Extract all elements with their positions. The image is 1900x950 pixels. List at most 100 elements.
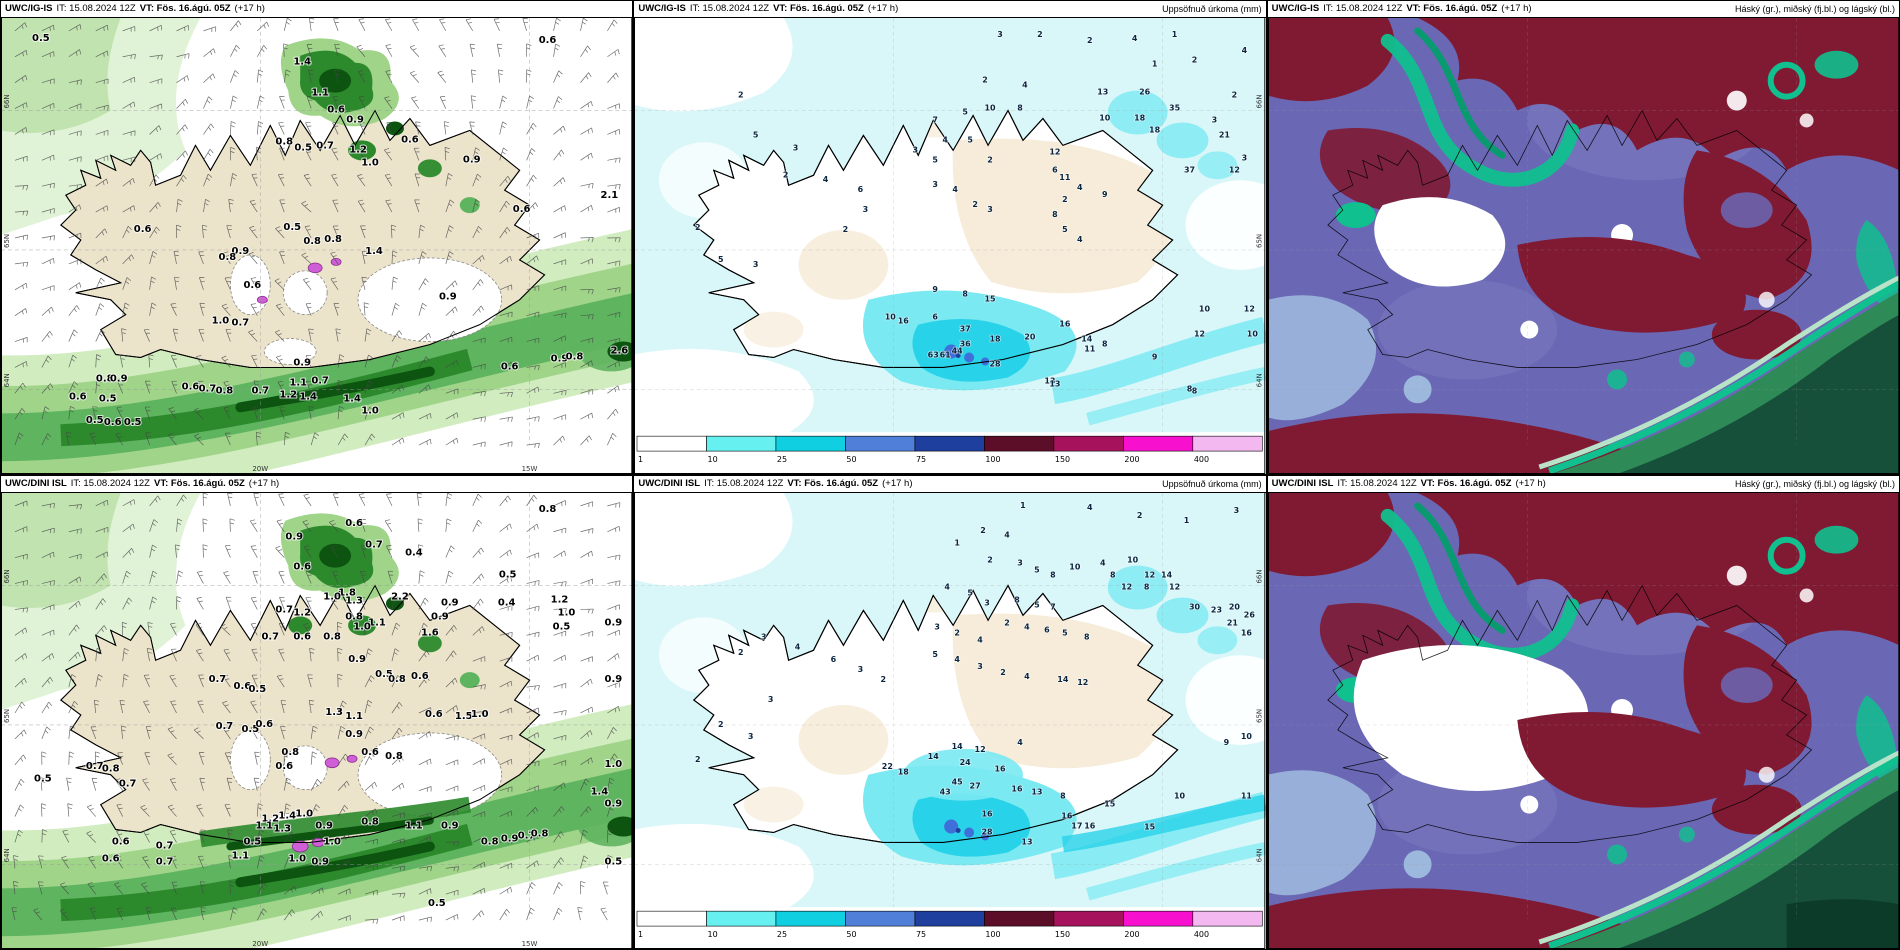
svg-text:0.9: 0.9 bbox=[439, 292, 457, 303]
svg-text:66N: 66N bbox=[1256, 569, 1264, 583]
svg-text:4: 4 bbox=[1018, 738, 1024, 747]
svg-text:20W: 20W bbox=[252, 940, 268, 948]
svg-text:13: 13 bbox=[1045, 376, 1056, 385]
svg-text:1.2: 1.2 bbox=[279, 389, 297, 400]
svg-text:0.7: 0.7 bbox=[311, 375, 329, 386]
svg-text:3: 3 bbox=[761, 632, 767, 641]
panel-title: UWC/DINI ISL IT: 15.08.2024 12Z VT: Fös.… bbox=[1272, 476, 1546, 492]
svg-text:6: 6 bbox=[858, 185, 864, 194]
svg-text:0.9: 0.9 bbox=[346, 114, 364, 125]
svg-text:7: 7 bbox=[1050, 602, 1056, 611]
svg-text:1.2: 1.2 bbox=[349, 144, 367, 155]
svg-text:4: 4 bbox=[953, 185, 959, 194]
svg-text:20: 20 bbox=[1229, 602, 1241, 611]
svg-text:0.7: 0.7 bbox=[156, 856, 174, 867]
panel-title: UWC/DINI ISL IT: 15.08.2024 12Z VT: Fös.… bbox=[638, 476, 912, 492]
svg-text:64N: 64N bbox=[3, 373, 11, 387]
svg-text:0.9: 0.9 bbox=[348, 654, 366, 665]
svg-text:36: 36 bbox=[960, 340, 972, 349]
svg-text:15: 15 bbox=[1144, 823, 1155, 832]
svg-text:8: 8 bbox=[1015, 595, 1021, 604]
svg-text:2: 2 bbox=[1087, 36, 1093, 45]
svg-text:6: 6 bbox=[1052, 165, 1058, 174]
svg-text:23: 23 bbox=[1211, 605, 1222, 614]
svg-text:1.4: 1.4 bbox=[293, 57, 311, 68]
svg-text:0.5: 0.5 bbox=[553, 621, 571, 632]
svg-text:0.6: 0.6 bbox=[327, 105, 345, 116]
svg-text:45: 45 bbox=[952, 778, 963, 787]
svg-text:0.7: 0.7 bbox=[86, 761, 104, 772]
svg-text:75: 75 bbox=[916, 930, 926, 939]
svg-text:0.9: 0.9 bbox=[441, 821, 459, 832]
svg-text:21: 21 bbox=[1227, 618, 1238, 627]
svg-text:4: 4 bbox=[955, 655, 961, 664]
svg-text:0.9: 0.9 bbox=[311, 856, 329, 867]
svg-text:2: 2 bbox=[1001, 668, 1007, 677]
svg-text:0.9: 0.9 bbox=[315, 821, 333, 832]
svg-text:4: 4 bbox=[1025, 622, 1031, 631]
svg-text:13: 13 bbox=[1022, 837, 1033, 846]
svg-text:4: 4 bbox=[795, 642, 801, 651]
svg-text:0.5: 0.5 bbox=[499, 570, 517, 581]
svg-text:0.5: 0.5 bbox=[86, 415, 104, 426]
model-name: UWC/DINI ISL bbox=[638, 478, 701, 489]
svg-text:4: 4 bbox=[1025, 672, 1031, 681]
svg-text:0.6: 0.6 bbox=[293, 562, 311, 573]
svg-text:2: 2 bbox=[1192, 56, 1198, 65]
svg-text:21: 21 bbox=[1219, 130, 1230, 139]
svg-text:0.8: 0.8 bbox=[323, 631, 341, 642]
svg-text:0.5: 0.5 bbox=[99, 393, 117, 404]
svg-text:1.4: 1.4 bbox=[365, 246, 383, 257]
svg-text:1.0: 1.0 bbox=[295, 809, 313, 820]
svg-text:0.6: 0.6 bbox=[539, 35, 557, 46]
svg-text:4: 4 bbox=[1242, 46, 1248, 55]
svg-text:0.7: 0.7 bbox=[275, 604, 293, 615]
svg-text:4: 4 bbox=[1023, 81, 1029, 90]
svg-text:0.8: 0.8 bbox=[361, 817, 379, 828]
svg-text:25: 25 bbox=[777, 930, 787, 939]
svg-text:11: 11 bbox=[1085, 345, 1096, 354]
svg-text:12: 12 bbox=[1169, 583, 1180, 592]
svg-text:0.6: 0.6 bbox=[425, 709, 443, 720]
svg-text:0.6: 0.6 bbox=[293, 631, 311, 642]
svg-text:10: 10 bbox=[985, 104, 997, 113]
svg-text:0.8: 0.8 bbox=[303, 236, 321, 247]
svg-text:0.7: 0.7 bbox=[518, 830, 536, 841]
panel-right-label: Uppsöfnuð úrkoma (mm) bbox=[1162, 4, 1262, 14]
svg-text:1.1: 1.1 bbox=[255, 821, 273, 832]
svg-text:16: 16 bbox=[982, 810, 994, 819]
svg-text:12: 12 bbox=[1244, 305, 1255, 314]
svg-text:0.6: 0.6 bbox=[513, 204, 531, 215]
svg-text:6: 6 bbox=[1044, 625, 1050, 634]
svg-text:0.5: 0.5 bbox=[248, 684, 266, 695]
svg-text:0.6: 0.6 bbox=[345, 518, 363, 529]
svg-text:1.3: 1.3 bbox=[325, 707, 343, 718]
svg-text:2: 2 bbox=[695, 223, 701, 232]
svg-text:0.7: 0.7 bbox=[365, 540, 383, 551]
svg-text:30: 30 bbox=[1189, 602, 1201, 611]
svg-text:0.9: 0.9 bbox=[551, 353, 569, 364]
svg-text:10: 10 bbox=[885, 313, 897, 322]
svg-text:1.4: 1.4 bbox=[343, 393, 361, 404]
svg-text:1.0: 1.0 bbox=[212, 316, 230, 327]
svg-text:5: 5 bbox=[963, 108, 969, 117]
svg-text:0.6: 0.6 bbox=[501, 361, 519, 372]
svg-text:28: 28 bbox=[982, 827, 994, 836]
svg-text:4: 4 bbox=[823, 175, 829, 184]
svg-text:3: 3 bbox=[863, 205, 869, 214]
init-time: IT: 15.08.2024 12Z bbox=[704, 478, 784, 489]
svg-text:10: 10 bbox=[1127, 556, 1139, 565]
svg-text:1.0: 1.0 bbox=[605, 759, 623, 770]
init-time: IT: 15.08.2024 12Z bbox=[56, 3, 136, 14]
svg-text:1.0: 1.0 bbox=[288, 853, 306, 864]
panel-right-label: Uppsöfnuð úrkoma (mm) bbox=[1162, 479, 1262, 489]
svg-text:10: 10 bbox=[708, 455, 718, 464]
svg-text:0.9: 0.9 bbox=[110, 373, 128, 384]
svg-text:5: 5 bbox=[968, 135, 974, 144]
svg-text:2: 2 bbox=[1005, 618, 1011, 627]
svg-text:14: 14 bbox=[1082, 335, 1094, 344]
svg-text:1.1: 1.1 bbox=[345, 711, 363, 722]
svg-text:0.9: 0.9 bbox=[605, 674, 623, 685]
